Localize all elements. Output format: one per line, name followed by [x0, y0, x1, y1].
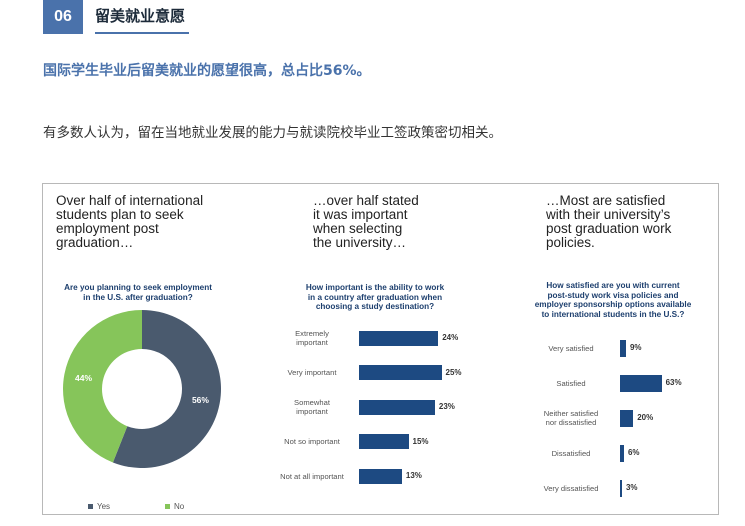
- category-label-line: Extremely: [295, 329, 329, 338]
- heading-line: when selecting: [313, 221, 403, 236]
- category-label: Dissatisfied: [527, 449, 615, 458]
- donut-chart: 56% 44%: [62, 310, 221, 468]
- bar: [620, 374, 662, 392]
- heading-line: …over half stated: [313, 193, 419, 208]
- title-line: Are you planning to seek employment: [64, 283, 212, 292]
- bar: [620, 339, 626, 357]
- bar: [359, 365, 442, 380]
- title-line: in a country after graduation when: [307, 292, 443, 302]
- bar: [359, 434, 409, 449]
- category-label-line: Not so important: [284, 437, 340, 446]
- bar-value-label: 15%: [412, 436, 429, 446]
- body-text: 有多数人认为，留在当地就业发展的能力与就读院校毕业工签政策密切相关。: [43, 125, 502, 141]
- heading-line: the university…: [313, 235, 407, 250]
- heading-line: post graduation work: [546, 221, 672, 236]
- category-label: Satisfied: [527, 379, 615, 388]
- category-label: Extremely important: [269, 329, 355, 347]
- legend-label-yes: Yes: [97, 502, 111, 511]
- heading-line: it was important: [313, 207, 408, 222]
- chart-2-title: How important is the ability to work in …: [275, 283, 475, 312]
- bar-value-label: 13%: [405, 471, 422, 480]
- section-number: 06: [43, 0, 83, 34]
- bar: [620, 409, 634, 427]
- donut-slice-yes: [112, 310, 221, 468]
- donut-value-label: 44%: [75, 373, 92, 383]
- category-label-line: important: [296, 338, 328, 347]
- bar: [359, 468, 402, 484]
- category-label-line: Neither satisfied: [543, 409, 599, 418]
- title-line: in the U.S. after graduation?: [83, 292, 193, 302]
- category-label-line: Somewhat: [294, 398, 330, 407]
- bar-value-label: 63%: [665, 378, 682, 387]
- heading-line: policies.: [546, 235, 595, 250]
- heading-line: students plan to seek: [56, 207, 184, 222]
- bar-value-label: 9%: [629, 343, 642, 352]
- category-label-line: Not at all important: [280, 471, 344, 481]
- category-label: Not so important: [269, 437, 355, 446]
- infographic-card: Over half of international students plan…: [42, 183, 719, 515]
- category-label: Very satisfied: [527, 344, 615, 353]
- bar-value-label: 24%: [442, 333, 459, 342]
- legend-label-no: No: [174, 502, 185, 511]
- column-2-heading: …over half stated it was important when …: [313, 194, 493, 250]
- category-label-line: Very dissatisfied: [543, 483, 599, 493]
- legend-swatch-yes: [88, 504, 93, 509]
- legend-swatch-no: [165, 504, 170, 509]
- heading-line: graduation…: [56, 235, 134, 250]
- category-label: Very dissatisfied: [527, 484, 615, 493]
- chart-3-title: How satisfied are you with current post-…: [513, 281, 713, 319]
- bar-value-label: 3%: [625, 483, 638, 492]
- donut-value-label: 56%: [192, 395, 209, 405]
- highlight-text: 国际学生毕业后留美就业的愿望很高，总占比56%。: [43, 63, 371, 79]
- category-label: Very important: [269, 368, 355, 377]
- bar-value-label: 25%: [445, 367, 462, 377]
- title-line: post-study work visa policies and: [547, 290, 679, 300]
- title-line: to international students in the U.S.?: [541, 309, 685, 319]
- bar: [359, 399, 435, 415]
- column-3-heading: …Most are satisfied with their universit…: [546, 194, 716, 250]
- heading-line: Over half of international: [56, 193, 204, 208]
- heading-line: …Most are satisfied: [546, 193, 666, 208]
- legend-yes: Yes: [88, 502, 110, 511]
- category-label-line: Very important: [287, 368, 337, 377]
- chart-1-title: Are you planning to seek employment in t…: [43, 283, 233, 302]
- title-line: choosing a study destination?: [315, 302, 435, 311]
- heading-line: employment post: [56, 221, 159, 236]
- heading-line: with their university’s: [546, 207, 671, 222]
- title-line: How important is the ability to work: [305, 283, 445, 292]
- category-label-line: important: [296, 407, 328, 416]
- category-label-line: Satisfied: [556, 378, 586, 388]
- category-label-line: nor dissatisfied: [545, 418, 597, 427]
- section-title: 留美就业意愿: [95, 0, 190, 34]
- legend-no: No: [165, 502, 184, 511]
- bar: [620, 444, 624, 462]
- column-1-heading: Over half of international students plan…: [56, 194, 256, 250]
- category-label: Neither satisfied nor dissatisfied: [527, 409, 615, 427]
- category-label-line: Very satisfied: [548, 343, 594, 353]
- donut-slice-no: [62, 310, 142, 463]
- category-label: Somewhat important: [269, 398, 355, 416]
- bar-value-label: 6%: [627, 448, 640, 457]
- bar-value-label: 23%: [438, 402, 455, 411]
- bar-value-label: 20%: [637, 413, 654, 422]
- title-line: How satisfied are you with current: [546, 281, 680, 290]
- category-label: Not at all important: [269, 472, 355, 481]
- category-label-line: Dissatisfied: [551, 448, 591, 458]
- title-line: employer sponsorship options available: [534, 300, 692, 309]
- bar: [359, 330, 439, 346]
- bar: [620, 479, 622, 497]
